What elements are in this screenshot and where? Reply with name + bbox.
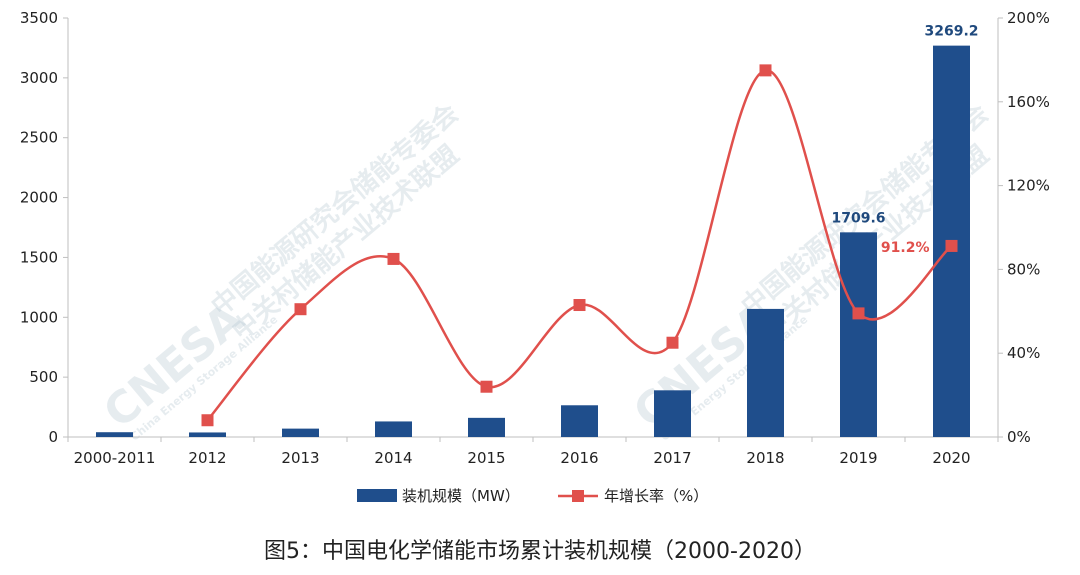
bar xyxy=(282,428,319,437)
legend-bar-label: 装机规模（MW） xyxy=(402,487,520,505)
watermark-cn: 中国能源研究会储能专委会 xyxy=(205,98,464,322)
legend-line-label: 年增长率（%） xyxy=(604,487,708,505)
left-tick-label: 2000 xyxy=(20,189,58,207)
line-point xyxy=(573,299,586,312)
x-tick-label: 2016 xyxy=(560,449,598,467)
x-tick-label: 2000-2011 xyxy=(74,449,156,467)
legend-line-marker xyxy=(572,490,584,502)
x-tick-label: 2013 xyxy=(281,449,319,467)
right-tick-label: 120% xyxy=(1007,177,1050,195)
line-point xyxy=(666,336,679,349)
left-tick-label: 3500 xyxy=(20,9,58,27)
left-tick-label: 1000 xyxy=(20,308,58,326)
left-tick-label: 1500 xyxy=(20,248,58,266)
x-tick-label: 2015 xyxy=(467,449,505,467)
left-tick-label: 3000 xyxy=(20,69,58,87)
bar xyxy=(96,432,133,437)
line-point xyxy=(387,252,400,265)
line-point xyxy=(480,380,493,393)
bar xyxy=(561,405,598,437)
bar xyxy=(189,432,226,437)
x-tick-label: 2012 xyxy=(188,449,226,467)
left-tick-label: 2500 xyxy=(20,129,58,147)
right-tick-label: 200% xyxy=(1007,9,1050,27)
x-tick-label: 2018 xyxy=(746,449,784,467)
right-tick-label: 160% xyxy=(1007,93,1050,111)
watermark-cn2: 中关村储能产业技术联盟 xyxy=(226,139,465,347)
bar xyxy=(654,390,691,437)
legend-bar-swatch xyxy=(357,489,397,502)
bar-data-label: 1709.6 xyxy=(831,210,885,226)
x-tick-label: 2017 xyxy=(653,449,691,467)
bar xyxy=(747,308,784,437)
x-tick-label: 2014 xyxy=(374,449,412,467)
right-tick-label: 80% xyxy=(1007,260,1040,278)
figure-caption: 图5：中国电化学储能市场累计装机规模（2000-2020） xyxy=(264,539,816,564)
left-tick-label: 0 xyxy=(48,428,58,446)
line-data-label: 91.2% xyxy=(881,240,930,256)
bar-data-label: 3269.2 xyxy=(924,24,978,40)
bar xyxy=(840,232,877,437)
line-point xyxy=(759,64,772,77)
line-point xyxy=(945,239,958,252)
x-tick-label: 2020 xyxy=(932,449,970,467)
line-point xyxy=(201,414,214,427)
x-tick-label: 2019 xyxy=(839,449,877,467)
right-tick-label: 40% xyxy=(1007,344,1040,362)
right-tick-label: 0% xyxy=(1007,428,1031,446)
line-point xyxy=(294,303,307,316)
line-point xyxy=(852,307,865,320)
left-tick-label: 500 xyxy=(29,368,58,386)
bar xyxy=(375,421,412,437)
growth-rate-line xyxy=(206,69,953,422)
bar xyxy=(468,417,505,437)
